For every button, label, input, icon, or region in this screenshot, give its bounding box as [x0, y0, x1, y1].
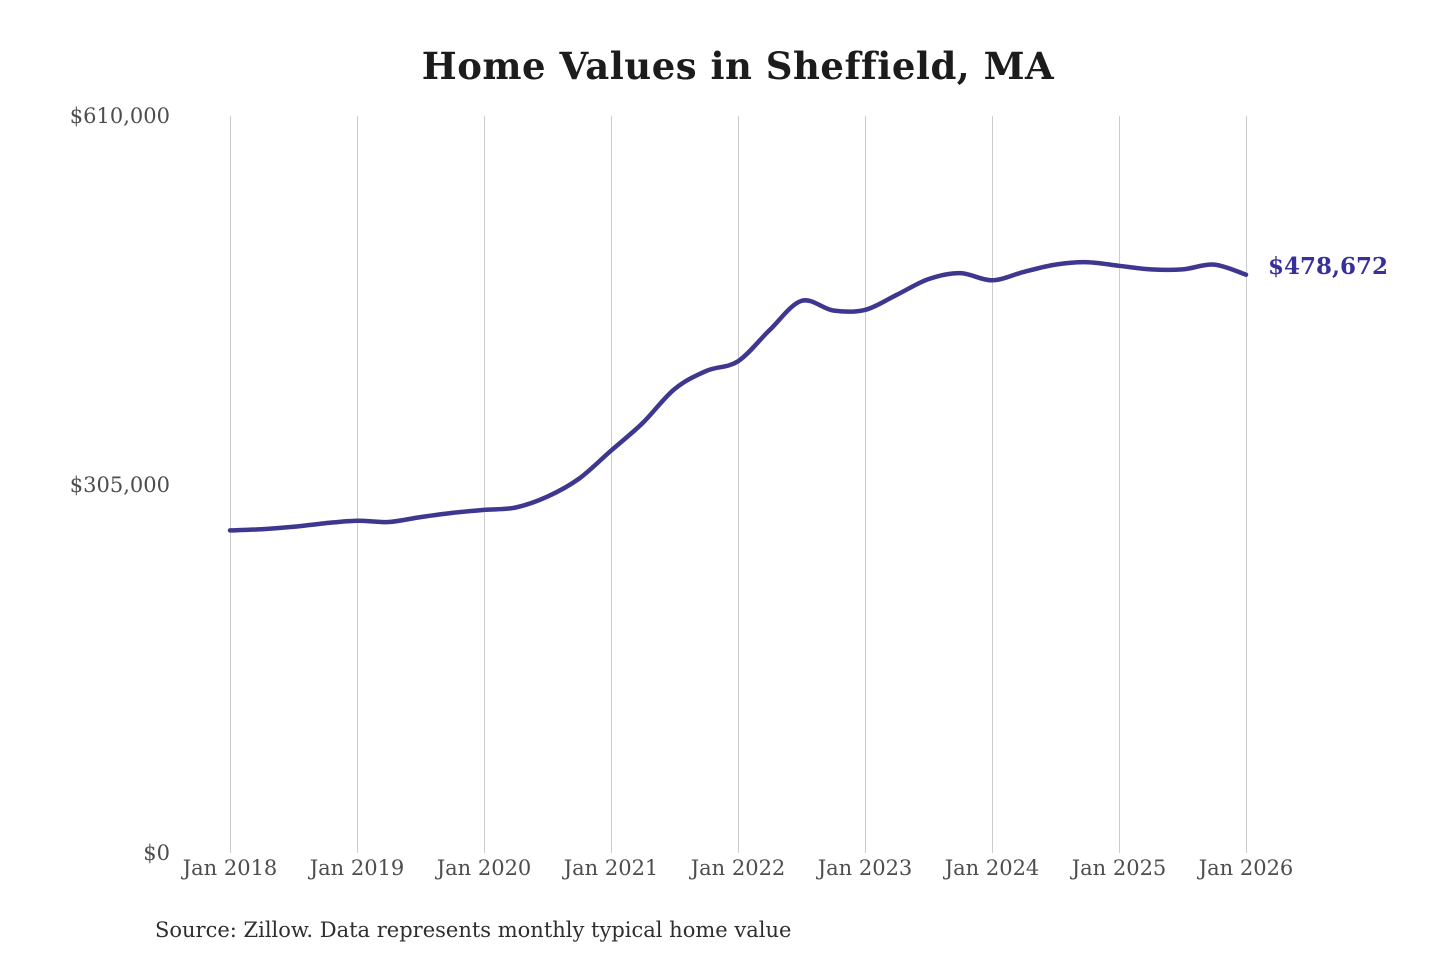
- x-tick-label: Jan 2021: [563, 856, 659, 880]
- vertical-gridline: [1119, 116, 1120, 853]
- home-value-line-series: [227, 259, 1249, 533]
- latest-value-label: $478,672: [1268, 252, 1389, 280]
- y-tick-label: $0: [143, 841, 170, 865]
- x-tick-label: Jan 2018: [182, 856, 278, 880]
- x-tick-label: Jan 2025: [1071, 856, 1167, 880]
- vertical-gridline: [611, 116, 612, 853]
- chart-title: Home Values in Sheffield, MA: [421, 44, 1055, 88]
- vertical-gridline: [738, 116, 739, 853]
- vertical-gridline: [865, 116, 866, 853]
- vertical-gridline: [1246, 116, 1247, 853]
- x-tick-label: Jan 2020: [436, 856, 532, 880]
- x-tick-label: Jan 2022: [690, 856, 786, 880]
- vertical-gridline: [484, 116, 485, 853]
- source-note: Source: Zillow. Data represents monthly …: [155, 918, 792, 942]
- vertical-gridline: [992, 116, 993, 853]
- x-tick-label: Jan 2019: [309, 856, 405, 880]
- vertical-gridline: [230, 116, 231, 853]
- x-tick-label: Jan 2024: [944, 856, 1040, 880]
- y-tick-label: $305,000: [69, 472, 170, 497]
- x-tick-label: Jan 2026: [1198, 856, 1294, 880]
- x-tick-label: Jan 2023: [817, 856, 913, 880]
- y-tick-label: $610,000: [69, 104, 170, 128]
- vertical-gridline: [357, 116, 358, 853]
